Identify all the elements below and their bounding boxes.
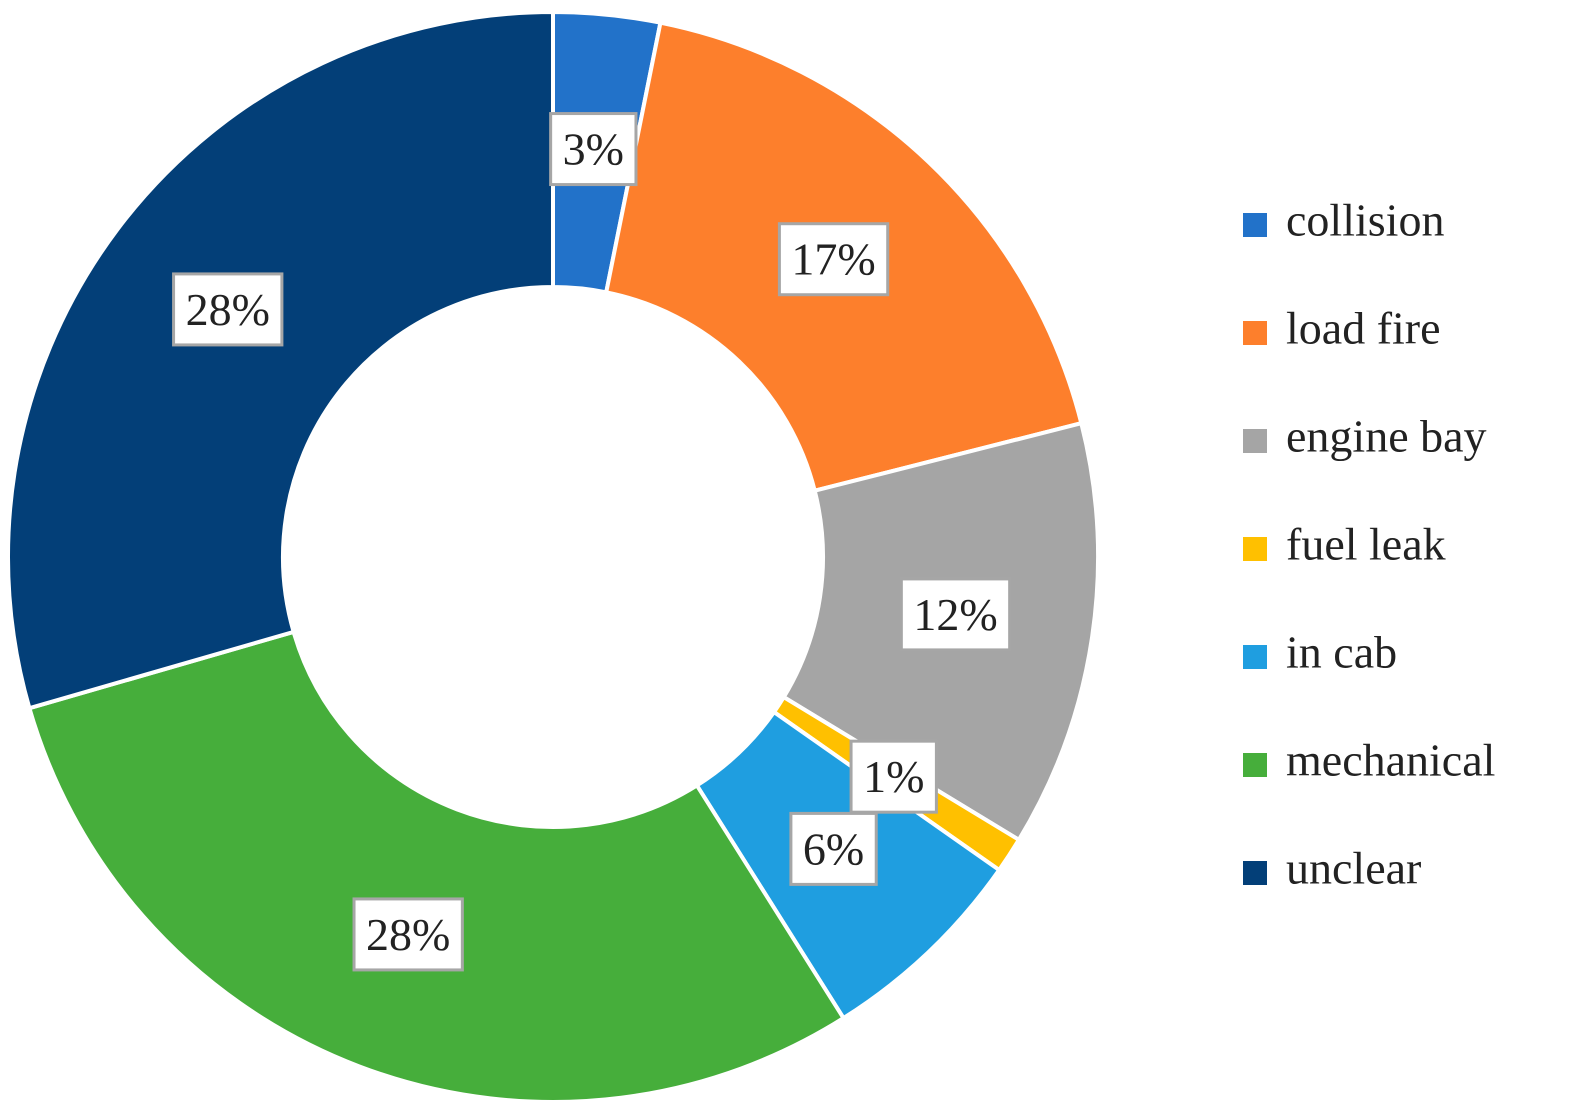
- data-label: 28%: [352, 897, 464, 972]
- data-label: 3%: [549, 112, 638, 187]
- data-label-text: 3%: [563, 124, 624, 175]
- data-label-box: [789, 811, 878, 886]
- data-label: 28%: [172, 272, 284, 347]
- legend-swatch: [1243, 753, 1267, 777]
- legend-label: mechanical: [1286, 735, 1495, 786]
- legend-label: fuel leak: [1286, 519, 1446, 570]
- data-label-text: 17%: [791, 234, 875, 285]
- data-label-box: [899, 577, 1012, 652]
- slice: [26, 629, 847, 1104]
- data-label: 6%: [789, 811, 878, 886]
- data-label-box: [352, 897, 464, 972]
- data-label-box: [849, 739, 938, 814]
- data-label-text: 1%: [863, 751, 924, 802]
- legend-label: engine bay: [1286, 411, 1487, 462]
- legend-label: unclear: [1286, 843, 1421, 894]
- data-label: 12%: [899, 577, 1012, 652]
- data-label-text: 6%: [803, 823, 864, 874]
- legend-swatch: [1243, 645, 1267, 669]
- data-label: 1%: [849, 739, 938, 814]
- legend-swatch: [1243, 861, 1267, 885]
- legend-swatch: [1243, 213, 1267, 237]
- data-label: 17%: [777, 222, 890, 297]
- legend-swatch: [1243, 321, 1267, 345]
- data-label-text: 28%: [186, 284, 270, 335]
- data-label-box: [549, 112, 638, 187]
- legend-swatch: [1243, 537, 1267, 561]
- legend-label: collision: [1286, 195, 1444, 246]
- legend-swatch: [1243, 429, 1267, 453]
- data-label-text: 28%: [366, 909, 450, 960]
- data-label-box: [777, 222, 890, 297]
- data-label-text: 12%: [913, 589, 997, 640]
- slice: [6, 9, 555, 711]
- legend-label: in cab: [1286, 627, 1397, 678]
- data-label-box: [172, 272, 284, 347]
- legend-label: load fire: [1286, 303, 1441, 354]
